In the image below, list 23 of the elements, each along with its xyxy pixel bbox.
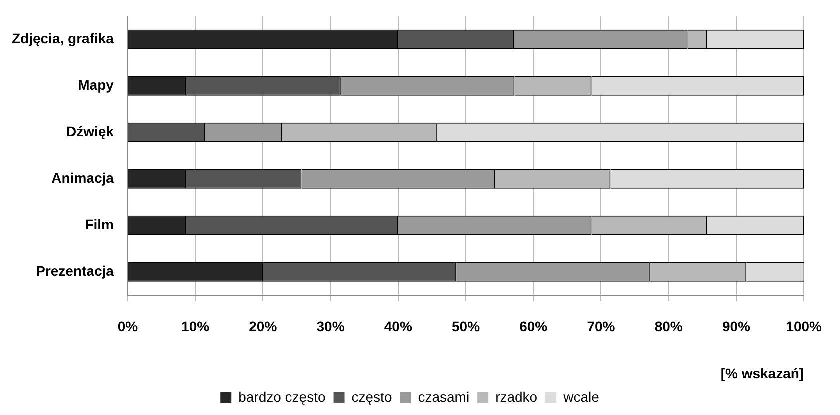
legend-label: czasami xyxy=(418,388,470,405)
x-tick-label: 30% xyxy=(316,318,346,335)
x-tick-label: 80% xyxy=(654,318,684,335)
x-tick-label: 70% xyxy=(587,318,616,335)
x-tick-label: 100% xyxy=(786,318,823,335)
x-tick-label: 60% xyxy=(520,318,548,335)
x-tick-label: 0% xyxy=(118,318,139,335)
x-tick-label: 10% xyxy=(182,318,210,335)
legend-label: często xyxy=(352,388,392,405)
x-tick-label: 40% xyxy=(384,318,413,335)
x-axis-title: [% wskazań] xyxy=(720,365,804,382)
y-tick-label: Prezentacja xyxy=(36,263,114,280)
y-tick-label: Mapy xyxy=(78,77,114,94)
legend-label: wcale xyxy=(562,388,600,405)
x-tick-label: 50% xyxy=(452,318,481,335)
x-tick-label: 20% xyxy=(249,318,278,335)
legend-label: rzadko xyxy=(496,388,538,405)
y-tick-label: Film xyxy=(85,216,114,233)
y-tick-label: Animacja xyxy=(52,170,114,186)
y-tick-label: Dźwięk xyxy=(66,124,114,140)
legend-label: bardzo często xyxy=(238,388,326,405)
y-tick-label: Zdjęcia, grafika xyxy=(12,30,114,47)
x-tick-label: 90% xyxy=(722,318,752,335)
